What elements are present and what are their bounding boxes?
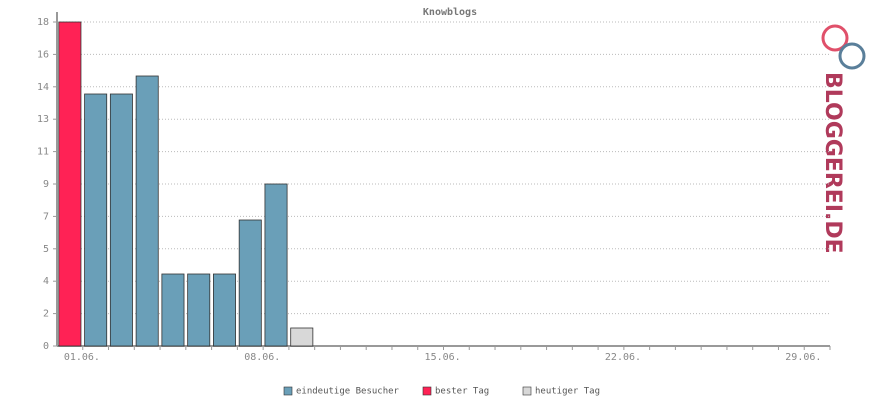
y-tick-label: 7: [43, 211, 49, 222]
bar: [161, 273, 185, 347]
bar: [187, 273, 211, 347]
x-tick-label: 29.06.: [785, 352, 821, 363]
x-tick-label: 01.06.: [64, 352, 100, 363]
bar: [109, 93, 133, 347]
logo: BLOGGEREI.DE: [820, 24, 866, 254]
bar: [213, 273, 236, 347]
y-tick-label: 0: [43, 341, 49, 352]
legend-label: heutiger Tag: [535, 387, 600, 397]
y-tick-label: 11: [37, 147, 49, 158]
legend-swatch: [422, 386, 432, 396]
logo-icon: [838, 42, 866, 70]
chart-title: Knowblogs: [423, 7, 477, 18]
y-tick-label: 5: [43, 244, 49, 255]
bar: [264, 183, 288, 347]
y-tick-label: 13: [37, 114, 49, 125]
x-tick-label: 15.06.: [425, 352, 461, 363]
x-tick-label: 08.06.: [244, 352, 280, 363]
legend-swatch: [522, 386, 532, 396]
legend-label: eindeutige Besucher: [296, 387, 400, 397]
y-tick-label: 16: [37, 49, 49, 60]
bar: [58, 21, 82, 347]
bar: [84, 93, 108, 347]
y-tick-label: 4: [43, 276, 49, 287]
x-tick-label: 22.06.: [605, 352, 641, 363]
y-tick-label: 18: [37, 17, 49, 28]
legend-label: bester Tag: [435, 387, 489, 397]
bar: [135, 75, 159, 347]
logo-text: BLOGGEREI.DE: [820, 72, 845, 254]
logo-icon: [821, 24, 849, 52]
bar: [238, 219, 262, 347]
y-tick-label: 14: [37, 82, 49, 93]
bar: [290, 327, 314, 347]
legend-swatch: [283, 386, 293, 396]
y-tick-label: 2: [43, 309, 49, 320]
y-tick-label: 9: [43, 179, 49, 190]
